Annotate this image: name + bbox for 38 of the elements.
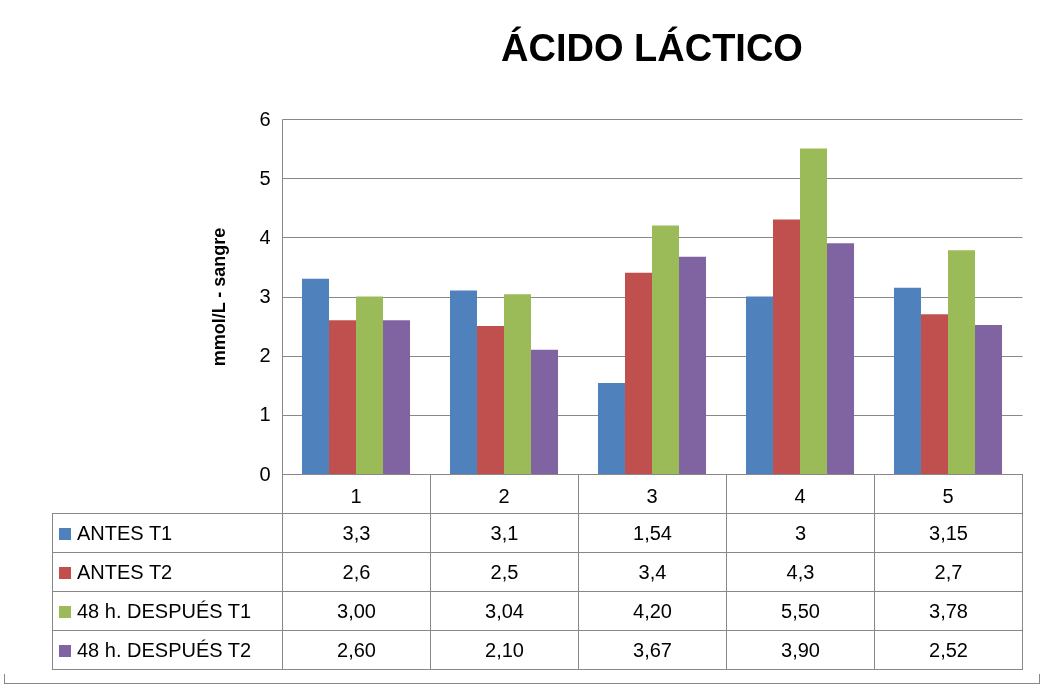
legend-label: 48 h. DESPUÉS T1 (52, 591, 283, 631)
data-label: 2,60 (282, 630, 431, 670)
x-tick-label: 3 (646, 484, 658, 507)
data-label: 3,90 (726, 630, 875, 670)
data-label: 2,7 (874, 552, 1023, 592)
y-tick-label: 4 (259, 225, 271, 248)
x-tick-label: 4 (794, 484, 806, 507)
y-tick-label: 1 (259, 403, 271, 426)
data-label: 5,50 (726, 591, 875, 631)
data-label: 3,3 (282, 513, 431, 553)
legend-label: 48 h. DESPUÉS T2 (52, 630, 283, 670)
y-tick-label: 0 (259, 462, 271, 485)
data-label: 3,67 (578, 630, 727, 670)
x-tick-label: 5 (942, 484, 954, 507)
y-tick-label: 2 (259, 344, 271, 367)
data-label: 3,78 (874, 591, 1023, 631)
data-label: 2,5 (430, 552, 579, 592)
data-label: 2,10 (430, 630, 579, 670)
data-label: 3,15 (874, 513, 1023, 553)
y-tick-label: 6 (259, 107, 271, 130)
data-label: 3,04 (430, 591, 579, 631)
data-label: 3 (726, 513, 875, 553)
data-label: 3,00 (282, 591, 431, 631)
x-tick-label: 2 (498, 484, 510, 507)
chart-title: ÁCIDO LÁCTICO (501, 26, 803, 69)
x-tick-label: 1 (350, 484, 362, 507)
y-tick-label: 3 (259, 285, 271, 307)
y-tick-label: 5 (259, 166, 271, 189)
legend-label: ANTES T1 (52, 513, 283, 553)
y-axis-title: mmol/L - sangre (209, 227, 230, 367)
data-label: 4,20 (578, 591, 727, 631)
data-label: 1,54 (578, 513, 727, 553)
data-label: 2,6 (282, 552, 431, 592)
data-label: 2,52 (874, 630, 1023, 670)
data-label: 3,1 (430, 513, 579, 553)
data-label: 3,4 (578, 552, 727, 592)
legend-label: ANTES T2 (52, 552, 283, 592)
data-label: 4,3 (726, 552, 875, 592)
